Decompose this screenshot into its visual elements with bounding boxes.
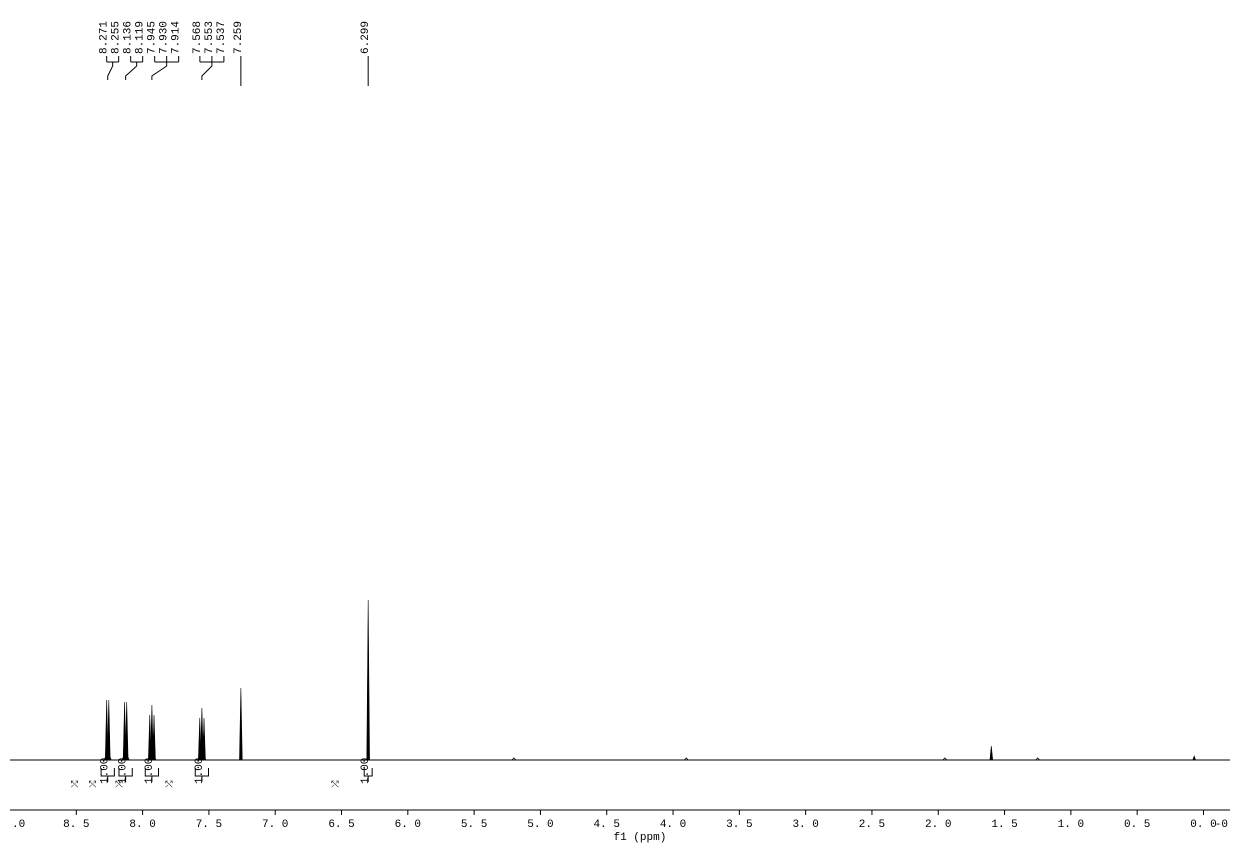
peak-cluster [239, 688, 242, 760]
peak-cluster [990, 746, 993, 760]
x-axis-tick-label: 5. 5 [461, 819, 487, 831]
peak-ppm-label: 7.930 [159, 21, 171, 54]
integral-label: 1.00 [118, 758, 130, 784]
x-axis-right-extra-label: -0 [1215, 819, 1228, 831]
x-axis-tick-label: 5. 0 [527, 819, 553, 831]
peak-ppm-label: 7.945 [147, 21, 159, 54]
integral-label-suffix: ⤮ [165, 780, 175, 787]
nmr-svg: 0. 0 0. 5 1. 0 1. 5 2. 0 2. 5 3. 0 3. 5 4. 0 4. 5… [0, 0, 1240, 857]
peak-spike [105, 700, 108, 760]
peak-ppm-label: 7.568 [192, 21, 204, 54]
peak-spike [148, 715, 151, 760]
x-axis-tick-label: 2. 5 [859, 819, 885, 831]
x-axis-label: f1 (ppm) [613, 832, 666, 844]
x-axis-left-extra-label: .0 [12, 819, 25, 831]
x-axis-tick-label: 7. 5 [196, 819, 222, 831]
integral-label: 1.00 [194, 758, 206, 784]
peak-ppm-label: 7.553 [204, 21, 216, 54]
integral-label-suffix: ⤮ [71, 780, 81, 787]
peak-label-drop [202, 62, 212, 80]
integral-label: 1.00 [144, 758, 156, 784]
peak-spike [990, 746, 993, 760]
peak-ppm-label: 7.914 [171, 21, 183, 54]
x-axis-tick-label: 1. 5 [991, 819, 1017, 831]
peak-ppm-label: 8.271 [99, 21, 111, 54]
integral-label-suffix: ⤮ [115, 780, 125, 787]
peak-ppm-label: 6.299 [360, 21, 372, 54]
peak-ppm-label: 7.259 [233, 21, 245, 54]
integral-label-suffix: ⤮ [89, 780, 99, 787]
peak-cluster [122, 702, 130, 760]
x-axis-tick-label: 3. 5 [726, 819, 752, 831]
peak-ppm-label: 8.136 [123, 21, 135, 54]
peak-cluster [104, 700, 112, 760]
integral-label: 1.00 [100, 758, 112, 784]
x-axis-tick-label: 6. 5 [328, 819, 354, 831]
peak-spike [123, 702, 126, 760]
peak-cluster [147, 705, 156, 760]
integral-label: 1.00 [360, 758, 372, 784]
peak-cluster [367, 600, 370, 760]
peak-cluster [197, 708, 206, 760]
peak-spike [367, 600, 370, 760]
peak-ppm-label: 7.537 [216, 21, 228, 54]
peak-label-drop [152, 62, 167, 80]
x-axis-tick-label: 6. 0 [395, 819, 421, 831]
x-axis-tick-label: 0. 0 [1190, 819, 1216, 831]
peak-spike [198, 718, 201, 760]
x-axis-tick-label: 4. 0 [660, 819, 686, 831]
peak-ppm-label: 8.119 [135, 21, 147, 54]
peak-cluster [1193, 756, 1196, 760]
x-axis-tick-label: 0. 5 [1124, 819, 1150, 831]
peak-label-drop [126, 62, 137, 80]
peak-spike [1193, 756, 1196, 760]
x-axis-tick-label: 7. 0 [262, 819, 288, 831]
nmr-spectrum-container: { "canvas": { "width": 1240, "height": 8… [0, 0, 1240, 857]
x-axis-tick-label: 1. 0 [1058, 819, 1084, 831]
peak-spike [239, 688, 242, 760]
x-axis-tick-label: 4. 5 [594, 819, 620, 831]
x-axis-tick-label: 3. 0 [792, 819, 818, 831]
x-axis-tick-label: 8. 0 [129, 819, 155, 831]
x-axis-tick-label: 2. 0 [925, 819, 951, 831]
peak-label-drop [108, 62, 113, 80]
peak-ppm-label: 8.255 [111, 21, 123, 54]
integral-label-suffix: ⤮ [331, 780, 341, 787]
x-axis-tick-label: 8. 5 [63, 819, 89, 831]
